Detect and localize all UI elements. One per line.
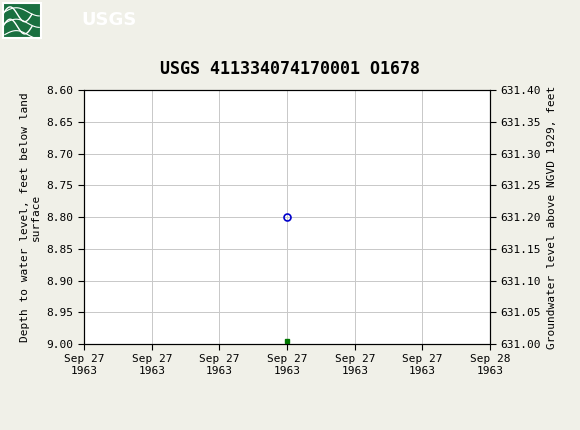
Y-axis label: Depth to water level, feet below land
surface: Depth to water level, feet below land su…: [20, 92, 41, 342]
Text: USGS: USGS: [81, 12, 136, 29]
Y-axis label: Groundwater level above NGVD 1929, feet: Groundwater level above NGVD 1929, feet: [546, 86, 557, 349]
FancyBboxPatch shape: [3, 3, 41, 37]
Text: USGS 411334074170001 O1678: USGS 411334074170001 O1678: [160, 60, 420, 78]
